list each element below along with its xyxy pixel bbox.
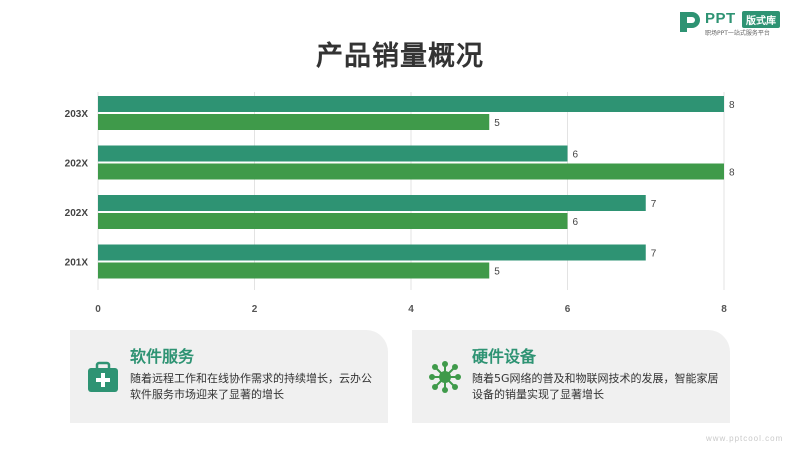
ppt-logo-icon	[680, 12, 700, 32]
bar	[98, 244, 646, 261]
bar-value-label: 7	[651, 199, 657, 210]
card-title: 软件服务	[130, 347, 195, 366]
bar	[98, 213, 568, 229]
card-software: 软件服务 随着远程工作和在线协作需求的持续增长，云办公软件服务市场迎来了显著的增…	[70, 330, 388, 423]
bar	[98, 114, 490, 130]
x-tick-label: 4	[408, 304, 414, 315]
bar	[98, 145, 568, 162]
bar	[98, 262, 490, 279]
x-tick-label: 0	[95, 304, 101, 315]
category-label: 202X	[65, 208, 89, 219]
bar	[98, 96, 724, 112]
x-tick-label: 2	[252, 304, 258, 315]
card-description: 随着远程工作和在线协作需求的持续增长，云办公软件服务市场迎来了显著的增长	[130, 372, 372, 401]
medical-case-icon	[88, 361, 118, 392]
bar-value-label: 6	[573, 150, 579, 161]
footer-url: www.pptcool.com	[706, 434, 784, 443]
bar-value-label: 8	[729, 168, 735, 179]
category-label: 202X	[65, 159, 89, 170]
card-title: 硬件设备	[472, 347, 537, 366]
bar-value-label: 7	[651, 249, 657, 260]
bar-chart: 0 2 4 6 8 8 5 203X 6 8 202X 7 6 202X 7 5 201X	[65, 92, 735, 315]
network-hub-icon	[429, 361, 461, 393]
x-tick-label: 8	[721, 304, 727, 315]
x-tick-label: 6	[565, 304, 571, 315]
card-description: 随着5G网络的普及和物联网技术的发展，智能家居设备的销量实现了显著增长	[472, 372, 719, 401]
bar	[98, 195, 646, 211]
category-label: 203X	[65, 109, 89, 120]
slide-title: 产品销量概况	[316, 41, 484, 72]
bar-value-label: 5	[494, 267, 500, 278]
logo-subtitle: 职场PPT一站式服务平台	[705, 30, 770, 37]
bar-value-label: 8	[729, 100, 735, 111]
brand-logo: PPT 版式库 职场PPT一站式服务平台	[678, 8, 794, 38]
logo-tag: 版式库	[742, 11, 780, 28]
card-hardware: 硬件设备 随着5G网络的普及和物联网技术的发展，智能家居设备的销量实现了显著增长	[412, 330, 730, 423]
bar-value-label: 6	[573, 217, 579, 228]
logo-text: PPT	[705, 10, 736, 27]
bar-value-label: 5	[494, 118, 500, 129]
category-label: 201X	[65, 258, 89, 269]
bar	[98, 163, 724, 180]
